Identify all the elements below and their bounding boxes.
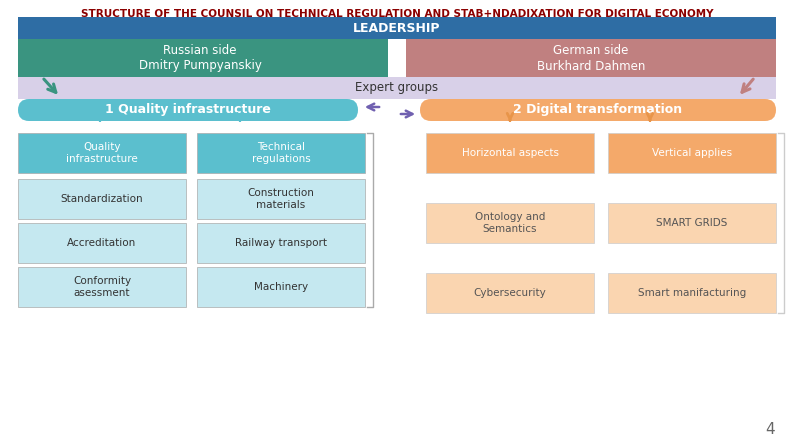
Text: STRUCTURE OF THE COUNSIL ON TECHNICAL REGULATION AND STAB+NDADIXATION FOR DIGITA: STRUCTURE OF THE COUNSIL ON TECHNICAL RE… bbox=[81, 9, 713, 19]
Bar bbox=[406, 39, 776, 77]
Bar bbox=[426, 273, 594, 313]
Bar bbox=[18, 267, 186, 307]
FancyBboxPatch shape bbox=[420, 99, 776, 121]
Text: Ontology and
Semantics: Ontology and Semantics bbox=[475, 212, 545, 234]
Text: Accreditation: Accreditation bbox=[67, 238, 137, 248]
Bar bbox=[426, 203, 594, 243]
Text: 2 Digital transformation: 2 Digital transformation bbox=[514, 104, 683, 117]
Bar bbox=[18, 77, 776, 99]
Bar bbox=[18, 39, 388, 77]
Text: Russian side
Dmitry Pumpyanskiy: Russian side Dmitry Pumpyanskiy bbox=[139, 43, 261, 72]
FancyBboxPatch shape bbox=[18, 99, 358, 121]
Text: Quality
infrastructure: Quality infrastructure bbox=[66, 142, 138, 164]
Bar bbox=[18, 17, 776, 39]
Bar bbox=[608, 273, 776, 313]
Text: Railway transport: Railway transport bbox=[235, 238, 327, 248]
Text: 4: 4 bbox=[765, 422, 775, 437]
Text: Machinery: Machinery bbox=[254, 282, 308, 292]
Text: Standardization: Standardization bbox=[60, 194, 143, 204]
Text: Smart manifacturing: Smart manifacturing bbox=[638, 288, 746, 298]
Text: Cybersecurity: Cybersecurity bbox=[474, 288, 546, 298]
Text: Construction
materials: Construction materials bbox=[248, 188, 314, 210]
Bar bbox=[197, 133, 365, 173]
Text: Expert groups: Expert groups bbox=[356, 81, 438, 94]
Text: Horizontal aspects: Horizontal aspects bbox=[461, 148, 558, 158]
Text: 1 Quality infrastructure: 1 Quality infrastructure bbox=[105, 104, 271, 117]
Text: LEADERSHIP: LEADERSHIP bbox=[353, 21, 441, 34]
Bar bbox=[197, 267, 365, 307]
Text: Vertical applies: Vertical applies bbox=[652, 148, 732, 158]
Bar bbox=[18, 133, 186, 173]
Bar bbox=[608, 203, 776, 243]
Bar bbox=[608, 133, 776, 173]
Text: Conformity
asessment: Conformity asessment bbox=[73, 276, 131, 298]
Bar bbox=[18, 223, 186, 263]
Bar bbox=[426, 133, 594, 173]
Text: German side
Burkhard Dahmen: German side Burkhard Dahmen bbox=[537, 43, 646, 72]
Text: SMART GRIDS: SMART GRIDS bbox=[657, 218, 727, 228]
Bar bbox=[18, 179, 186, 219]
Bar bbox=[197, 179, 365, 219]
Text: Technical
regulations: Technical regulations bbox=[252, 142, 310, 164]
Bar bbox=[197, 223, 365, 263]
